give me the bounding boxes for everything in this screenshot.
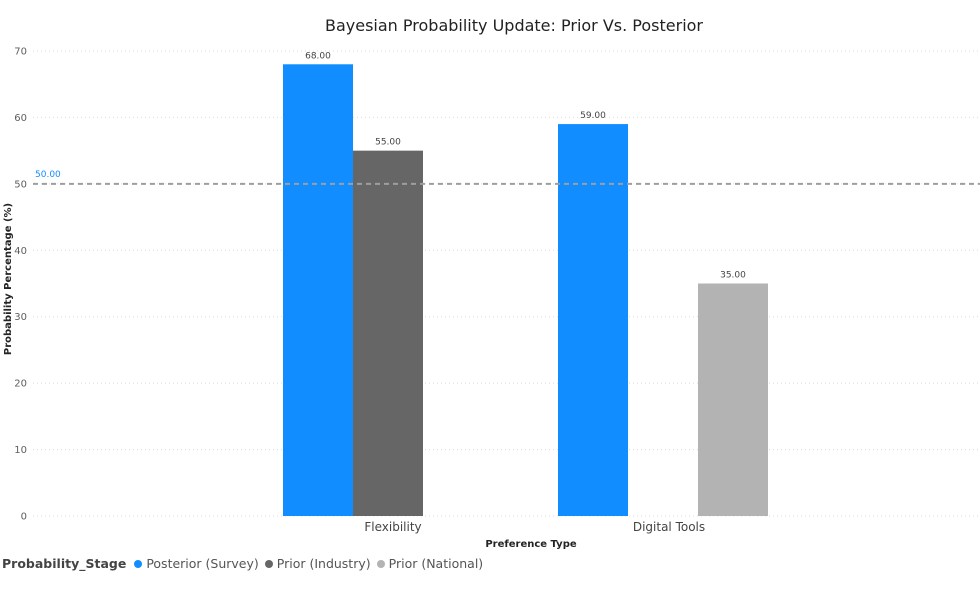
data-label: 35.00 <box>720 271 746 281</box>
x-axis-title: Preference Type <box>485 539 577 550</box>
y-tick-label: 70 <box>14 47 27 58</box>
legend-item-prior-national[interactable]: Prior (National) <box>376 556 484 571</box>
legend-item-prior-industry[interactable]: Prior (Industry) <box>264 556 371 571</box>
legend-title: Probability_Stage <box>2 556 127 571</box>
data-label: 59.00 <box>580 111 606 121</box>
legend-marker-prior-national <box>376 559 385 568</box>
x-category-label: Digital Tools <box>633 520 705 534</box>
y-axis-title: Probability Percentage (%) <box>3 203 14 355</box>
x-axis-categories: Flexibility Digital Tools <box>364 520 705 534</box>
bar[interactable] <box>353 150 423 516</box>
legend-marker-posterior <box>134 559 143 568</box>
data-label: 68.00 <box>305 51 331 61</box>
x-category-label: Flexibility <box>364 520 421 534</box>
bar[interactable] <box>283 64 353 517</box>
legend: Probability_Stage Posterior (Survey) Pri… <box>2 556 489 571</box>
reference-line-label: 50.00 <box>35 170 61 180</box>
legend-label-prior-national: Prior (National) <box>388 556 484 571</box>
y-tick-label: 30 <box>14 312 27 323</box>
data-label: 55.00 <box>375 138 401 148</box>
legend-label-prior-industry: Prior (Industry) <box>276 556 371 571</box>
y-tick-label: 20 <box>14 379 27 390</box>
bars: 68.00 59.00 55.00 35.00 <box>283 51 768 517</box>
bar[interactable] <box>698 283 768 517</box>
chart-title: Bayesian Probability Update: Prior Vs. P… <box>325 16 703 35</box>
y-axis-ticks: 0 10 20 30 40 50 60 70 <box>14 47 27 523</box>
y-tick-label: 60 <box>14 113 27 124</box>
y-tick-label: 40 <box>14 246 27 257</box>
legend-label-posterior: Posterior (Survey) <box>146 556 259 571</box>
y-tick-label: 0 <box>21 512 27 523</box>
y-tick-label: 50 <box>14 179 27 190</box>
bar[interactable] <box>558 124 628 517</box>
y-tick-label: 10 <box>14 445 27 456</box>
legend-item-posterior[interactable]: Posterior (Survey) <box>134 556 259 571</box>
reference-line-group: 50.00 <box>33 170 980 185</box>
gridlines <box>33 50 980 517</box>
legend-marker-prior-industry <box>264 559 273 568</box>
bar-chart: Bayesian Probability Update: Prior Vs. P… <box>3 16 980 550</box>
